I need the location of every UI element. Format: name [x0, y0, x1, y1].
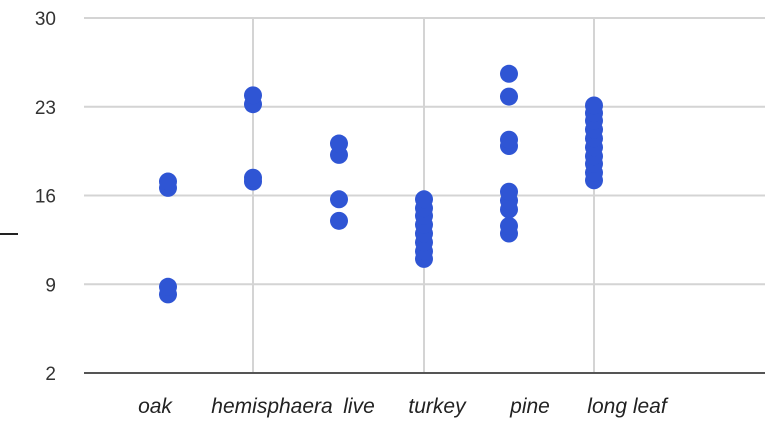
y-tick-label: 16: [35, 187, 56, 208]
stray-line-mark: [0, 233, 18, 235]
data-point: [585, 96, 603, 115]
data-point: [244, 168, 262, 187]
data-point: [500, 182, 518, 201]
x-tick-label: long leaf: [587, 395, 669, 418]
data-point: [500, 216, 518, 235]
data-point: [159, 277, 177, 296]
data-points: [159, 64, 603, 304]
x-tick-label: live: [343, 395, 375, 418]
y-tick-label: 9: [45, 275, 56, 296]
data-point: [244, 86, 262, 105]
data-point: [330, 134, 348, 153]
y-tick-label: 23: [35, 98, 56, 119]
y-tick-label: 2: [45, 364, 56, 385]
data-point: [330, 211, 348, 230]
data-point: [500, 130, 518, 149]
data-point: [330, 190, 348, 209]
x-tick-label: turkey: [408, 395, 467, 418]
data-point: [415, 190, 433, 209]
x-tick-label: hemisphaera: [211, 395, 332, 418]
x-tick-labels: oak hemisphaera live turkey pine long leaf: [138, 395, 669, 418]
data-point: [500, 64, 518, 83]
y-tick-label: 30: [35, 9, 56, 30]
y-tick-labels: 2 9 16 23 30: [35, 9, 56, 385]
data-point: [500, 87, 518, 106]
x-tick-label: pine: [509, 395, 550, 418]
x-tick-label: oak: [138, 395, 173, 418]
data-point: [159, 172, 177, 191]
